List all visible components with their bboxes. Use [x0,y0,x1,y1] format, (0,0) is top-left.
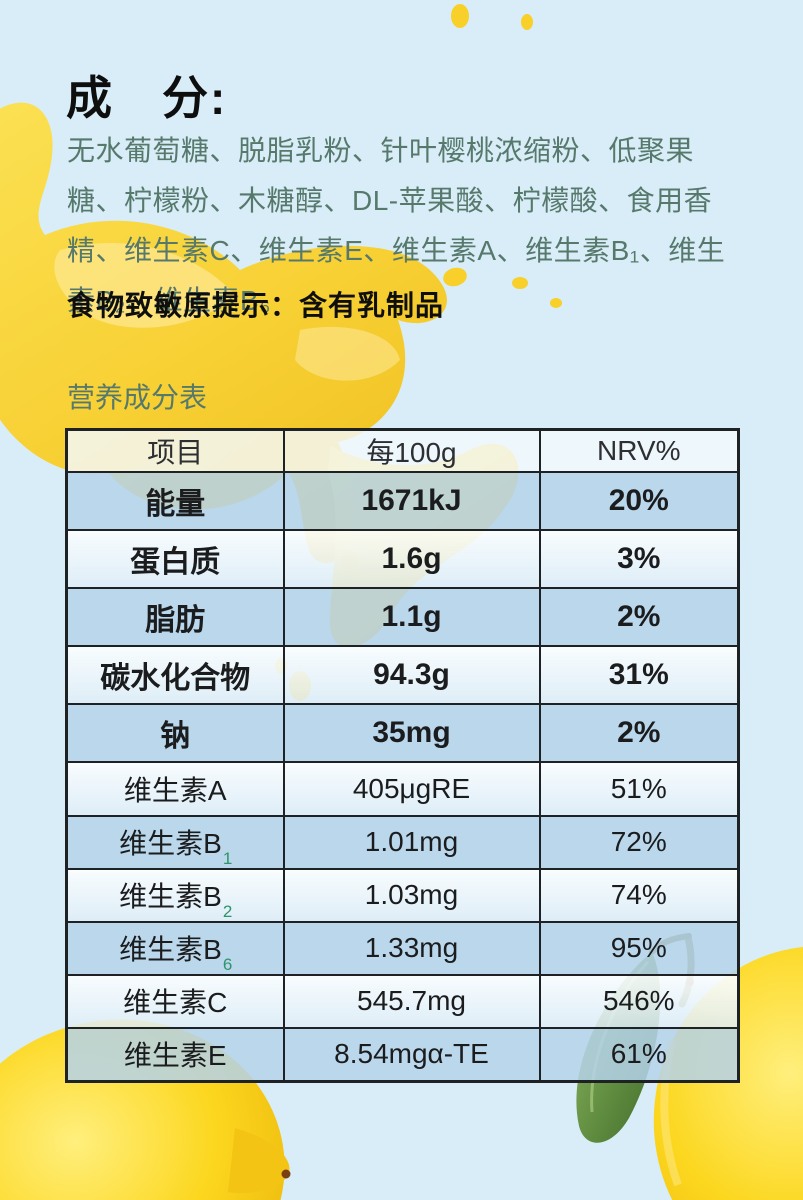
nutrient-amount: 1671kJ [282,470,541,532]
vitamin-subscript: 1 [222,848,233,868]
nutrient-name: 维生素E [65,1026,285,1083]
nutrient-name: 钠 [65,703,285,764]
nutrition-row: 能量 1671kJ 20% [65,470,740,532]
ingredients-text: 无水葡萄糖、脱脂乳粉、针叶樱桃浓缩粉、低聚果糖、柠檬粉、木糖醇、DL-苹果酸、柠… [67,135,726,316]
nutrient-nrv: 20% [538,470,740,532]
nutrient-nrv: 74% [538,867,740,923]
nutrient-name: 脂肪 [65,587,285,648]
nutrition-row: 碳水化合物 94.3g 31% [65,645,740,706]
nutrient-amount: 1.33mg [282,920,541,976]
nutrient-nrv: 31% [538,645,740,706]
column-header: NRV% [538,428,740,473]
nutrient-nrv: 61% [538,1026,740,1083]
column-header: 每100g [282,428,541,473]
nutrient-name: 维生素B1 [65,814,285,870]
nutrient-amount: 1.03mg [282,867,541,923]
nutrient-amount: 1.6g [282,529,541,590]
nutrient-nrv: 2% [538,587,740,648]
nutrient-nrv: 546% [538,973,740,1029]
nutrition-row: 维生素B6 1.33mg 95% [65,920,740,976]
nutrient-name: 维生素B2 [65,867,285,923]
nutrition-row: 钠 35mg 2% [65,703,740,764]
nutrition-row: 脂肪 1.1g 2% [65,587,740,648]
column-header: 项目 [65,428,285,473]
nutrient-amount: 8.54mgα-TE [282,1026,541,1083]
nutrient-amount: 545.7mg [282,973,541,1029]
nutrient-amount: 1.01mg [282,814,541,870]
vitamin-subscript: 6 [222,954,233,974]
nutrition-row: 维生素E 8.54mgα-TE 61% [65,1026,740,1083]
nutrition-row: 维生素C 545.7mg 546% [65,973,740,1029]
nutrient-name: 能量 [65,470,285,532]
nutrient-amount: 1.1g [282,587,541,648]
vitamin-subscript: 2 [222,901,233,921]
nutrient-name: 碳水化合物 [65,645,285,706]
nutrition-table-head-row: 项目 每100g NRV% [65,428,740,473]
nutrition-table-body: 能量 1671kJ 20% 蛋白质 1.6g 3% 脂肪 1.1g 2% 碳水化合物 94.3g 31… [65,470,740,1083]
nutrient-amount: 35mg [282,703,541,764]
nutrition-row: 维生素B2 1.03mg 74% [65,867,740,923]
nutrition-table-title: 营养成分表 [67,382,208,413]
nutrient-nrv: 2% [538,703,740,764]
nutrition-row: 维生素B1 1.01mg 72% [65,814,740,870]
nutrient-name: 维生素A [65,761,285,817]
nutrient-amount: 405μgRE [282,761,541,817]
nutrient-amount: 94.3g [282,645,541,706]
nutrient-name: 蛋白质 [65,529,285,590]
nutrient-name: 维生素C [65,973,285,1029]
ingredients-title: 成 分: [66,72,228,124]
nutrient-nrv: 95% [538,920,740,976]
allergen-notice: 食物致敏原提示：含有乳制品 [67,290,445,321]
nutrient-name: 维生素B6 [65,920,285,976]
nutrient-nrv: 51% [538,761,740,817]
nutrient-nrv: 72% [538,814,740,870]
nutrition-row: 维生素A 405μgRE 51% [65,761,740,817]
nutrient-nrv: 3% [538,529,740,590]
nutrition-facts-table: 项目 每100g NRV% 能量 1671kJ 20% 蛋白质 1.6g 3% 脂肪 1.1g 2%… [65,428,740,1083]
lemon-left-image [0,1019,291,1200]
nutrition-row: 蛋白质 1.6g 3% [65,529,740,590]
